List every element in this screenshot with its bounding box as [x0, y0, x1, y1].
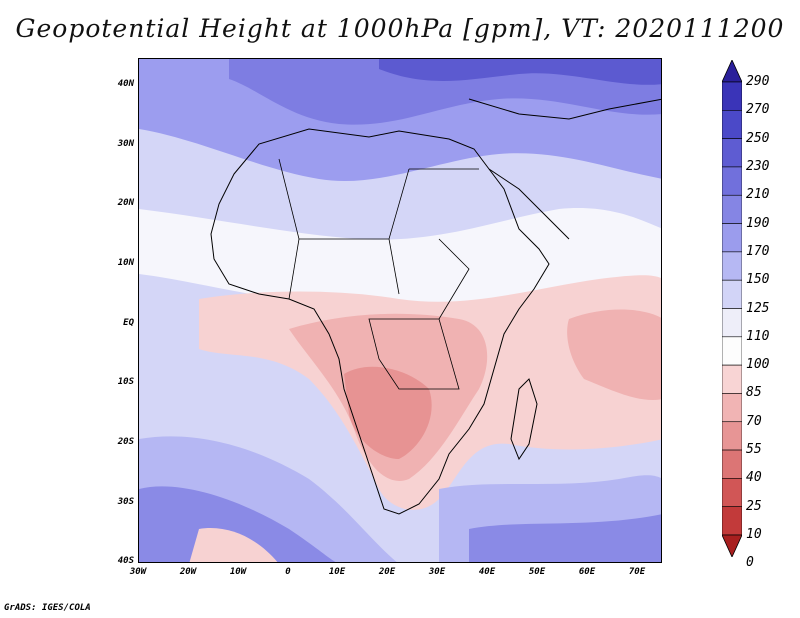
- field-indian-low: [567, 309, 661, 400]
- colorbar-label: 250: [746, 130, 770, 146]
- lon-label: 30E: [428, 567, 446, 577]
- colorbar-segment: [722, 449, 742, 479]
- colorbar-segment: [722, 308, 742, 338]
- lon-label: 20E: [378, 567, 396, 577]
- field-north-highest: [379, 59, 661, 85]
- lat-label: 20S: [117, 437, 134, 447]
- credit-text: GrADS: IGES/COLA: [4, 603, 91, 613]
- lon-label: 70E: [628, 567, 646, 577]
- colorbar-segment: [722, 166, 742, 196]
- colorbar-segment: [722, 421, 742, 451]
- lon-label: 0: [285, 567, 291, 577]
- lat-label: 20N: [117, 198, 134, 208]
- field-kalahari-low: [344, 366, 432, 459]
- lat-label: 10S: [117, 377, 134, 387]
- colorbar-segment: [722, 223, 742, 253]
- colorbar-label: 210: [746, 187, 770, 203]
- colorbar-segment: [722, 336, 742, 366]
- colorbar-label: 270: [746, 102, 770, 118]
- lon-label: 50E: [528, 567, 546, 577]
- colorbar-label: 170: [746, 243, 770, 259]
- colorbar-label: 190: [746, 215, 770, 231]
- colorbar-top-triangle: [722, 60, 742, 83]
- lat-label: 30N: [117, 139, 134, 149]
- lon-label: 10E: [328, 567, 346, 577]
- lat-label: 30S: [117, 497, 134, 507]
- chart-title: Geopotential Height at 1000hPa [gpm], VT…: [15, 14, 785, 43]
- colorbar-label: 125: [746, 300, 770, 316]
- colorbar-label: 85: [746, 385, 762, 401]
- colorbar-label: 70: [746, 413, 762, 429]
- colorbar-segment: [722, 279, 742, 309]
- colorbar-segment: [722, 81, 742, 111]
- colorbar-label: 0: [746, 555, 754, 571]
- colorbar-label: 290: [746, 74, 770, 89]
- country-borders: [278, 158, 479, 390]
- colorbar-label: 100: [746, 357, 770, 373]
- colorbar-segment: [722, 138, 742, 168]
- colorbar-segment: [722, 506, 742, 536]
- madagascar-outline: [510, 378, 538, 461]
- field-south-atl-2: [139, 486, 336, 562]
- lon-label: 60E: [578, 567, 596, 577]
- lat-label: 40N: [117, 79, 134, 89]
- map-canvas: [139, 59, 661, 562]
- colorbar-label: 230: [746, 158, 770, 174]
- red-sea-coast: [488, 168, 570, 240]
- lon-label: 10W: [229, 567, 247, 577]
- lat-label: 40S: [117, 556, 134, 566]
- lon-label: 40E: [478, 567, 496, 577]
- map-panel: [138, 58, 662, 563]
- colorbar-segment: [722, 478, 742, 507]
- eurasia-coast: [468, 98, 661, 120]
- colorbar: [722, 60, 742, 557]
- lon-label: 30W: [129, 567, 147, 577]
- colorbar-label: 150: [746, 272, 770, 288]
- colorbar-label: 25: [746, 498, 762, 514]
- colorbar-label: 40: [746, 470, 762, 486]
- colorbar-label: 10: [746, 527, 762, 542]
- colorbar-segment: [722, 194, 742, 224]
- colorbar-segment: [722, 110, 742, 139]
- colorbar-label: 55: [746, 442, 762, 458]
- colorbar-segment: [722, 393, 742, 423]
- lat-label: EQ: [123, 318, 134, 328]
- colorbar-segment: [722, 364, 742, 394]
- colorbar-segment: [722, 251, 742, 281]
- field-south-ind-2: [469, 514, 661, 562]
- lon-label: 20W: [179, 567, 197, 577]
- field-north-higher: [229, 59, 661, 125]
- colorbar-label: 110: [746, 328, 770, 344]
- colorbar-bottom-triangle: [722, 534, 742, 557]
- field-cape-pink: [189, 528, 278, 562]
- lat-label: 10N: [117, 258, 134, 268]
